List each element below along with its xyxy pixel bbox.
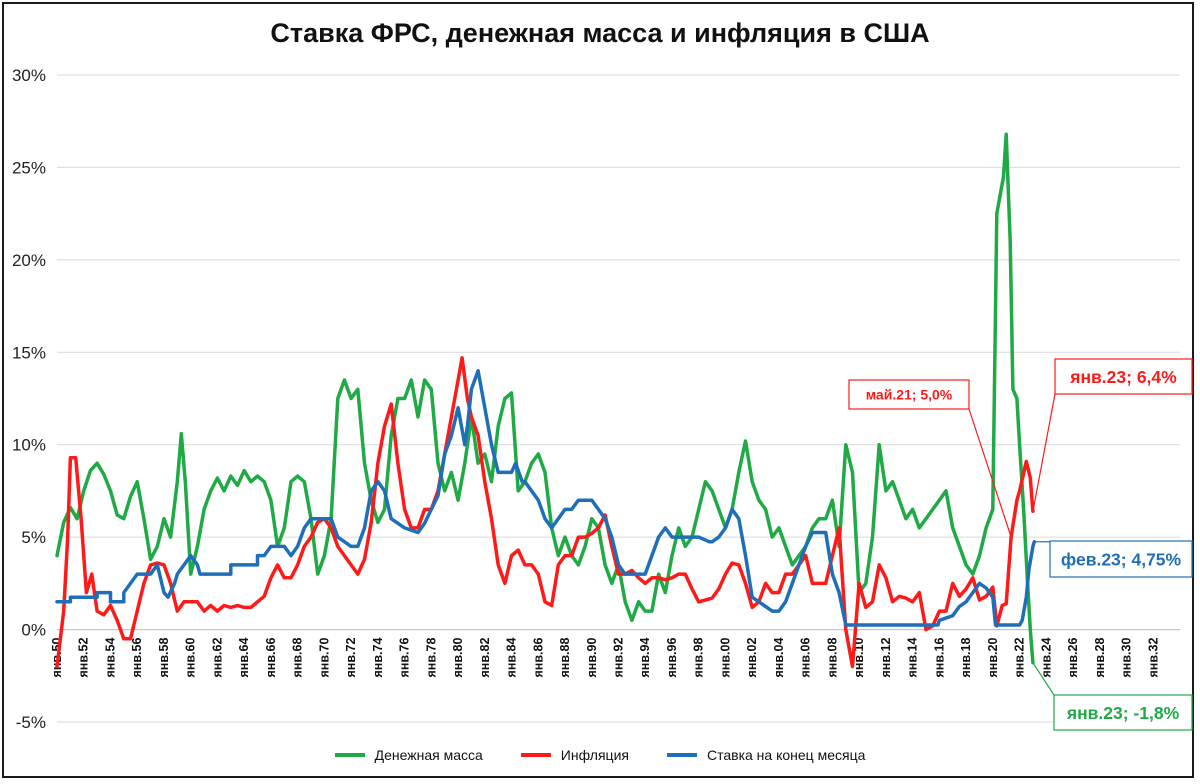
x-tick-label: янв.68 <box>291 638 305 678</box>
callout-box <box>1054 358 1193 395</box>
x-tick-label: янв.64 <box>237 638 251 678</box>
x-tick-label: янв.84 <box>505 638 519 678</box>
x-tick-label: янв.62 <box>210 638 224 678</box>
x-tick-label: янв.08 <box>825 638 839 678</box>
legend-item-fed-rate: Ставка на конец месяца <box>666 747 866 763</box>
x-tick-label: янв.70 <box>317 638 331 678</box>
y-tick-label: 10% <box>12 436 46 455</box>
x-tick-label: янв.80 <box>451 638 465 678</box>
callout-label: янв.23; -1,8% <box>1066 703 1180 723</box>
legend-label-money-supply: Денежная масса <box>374 747 483 763</box>
x-tick-label: янв.72 <box>344 638 358 678</box>
x-tick-label: янв.90 <box>585 638 599 678</box>
y-tick-label: 25% <box>12 158 46 177</box>
legend-item-money-supply: Денежная масса <box>334 747 483 763</box>
x-tick-label: янв.20 <box>986 638 1000 678</box>
legend-label-inflation: Инфляция <box>560 747 629 763</box>
x-tick-label: янв.82 <box>478 638 492 678</box>
callout-box <box>1049 540 1193 578</box>
callout-box <box>848 379 970 410</box>
x-tick-label: янв.94 <box>638 638 652 678</box>
x-tick-label: янв.22 <box>1013 638 1027 678</box>
callout-leader-line <box>1032 662 1055 696</box>
x-tick-label: янв.02 <box>745 638 759 678</box>
x-tick-label: янв.16 <box>932 638 946 678</box>
x-tick-label: янв.12 <box>879 638 893 678</box>
callout-leader-line <box>968 408 1012 538</box>
x-tick-label: янв.30 <box>1120 638 1134 678</box>
x-tick-label: янв.26 <box>1066 638 1080 678</box>
money-supply-line <box>55 132 1035 665</box>
legend: Денежная масса Инфляция Ставка на конец … <box>0 747 1200 763</box>
x-tick-label: янв.74 <box>371 638 385 678</box>
fed-rate-line <box>55 369 1037 627</box>
grid-lines <box>57 74 1180 723</box>
y-tick-label: 5% <box>21 528 46 547</box>
callout-leader-line <box>1032 393 1056 512</box>
x-tick-label: янв.60 <box>184 638 198 678</box>
callout-label: янв.23; 6,4% <box>1069 367 1177 387</box>
callout-box <box>1053 694 1193 731</box>
legend-swatch-inflation <box>520 753 551 757</box>
legend-swatch-money-supply <box>334 753 365 757</box>
x-tick-label: янв.76 <box>398 638 412 678</box>
chart-title: Ставка ФРС, денежная масса и инфляция в … <box>270 18 930 48</box>
series-lines <box>55 132 1037 669</box>
x-tick-label: янв.86 <box>531 638 545 678</box>
y-tick-label: 15% <box>12 343 46 362</box>
y-tick-label: 20% <box>12 251 46 270</box>
x-tick-label: янв.00 <box>718 638 732 678</box>
callout-label: май.21; 5,0% <box>866 387 953 403</box>
x-tick-label: янв.06 <box>799 638 813 678</box>
x-tick-label: янв.14 <box>906 638 920 678</box>
x-tick-label: янв.92 <box>612 638 626 678</box>
x-tick-label: янв.98 <box>692 638 706 678</box>
x-axis: янв.50 янв.52 янв.54 янв.56 янв.58 янв.60 янв.… <box>50 638 1160 678</box>
legend-item-inflation: Инфляция <box>520 747 629 763</box>
x-tick-label: янв.88 <box>558 638 572 678</box>
x-tick-label: янв.28 <box>1093 638 1107 678</box>
x-tick-label: янв.24 <box>1039 638 1053 678</box>
x-tick-label: янв.66 <box>264 638 278 678</box>
x-tick-label: янв.32 <box>1146 638 1160 678</box>
x-tick-label: янв.78 <box>424 638 438 678</box>
inflation-line <box>55 356 1035 669</box>
callout-label: фев.23; 4,75% <box>1061 549 1182 569</box>
x-tick-label: янв.56 <box>130 638 144 678</box>
x-tick-label: янв.54 <box>103 638 117 678</box>
x-tick-label: янв.96 <box>665 638 679 678</box>
annotations: май.21; 5,0% янв.23; 6,4% фев.23; 4,75% янв… <box>848 358 1193 731</box>
y-tick-label: -5% <box>16 713 46 732</box>
x-tick-label: янв.04 <box>772 638 786 678</box>
x-tick-label: янв.58 <box>157 638 171 678</box>
y-tick-label: 30% <box>12 66 46 85</box>
legend-swatch-fed-rate <box>666 753 697 757</box>
y-axis: -5% 0% 5% 10% 15% 20% 25% 30% <box>12 66 46 732</box>
legend-label-fed-rate: Ставка на конец месяца <box>706 747 866 763</box>
x-tick-label: янв.52 <box>77 638 91 678</box>
y-tick-label: 0% <box>21 621 46 640</box>
x-tick-label: янв.18 <box>959 638 973 678</box>
